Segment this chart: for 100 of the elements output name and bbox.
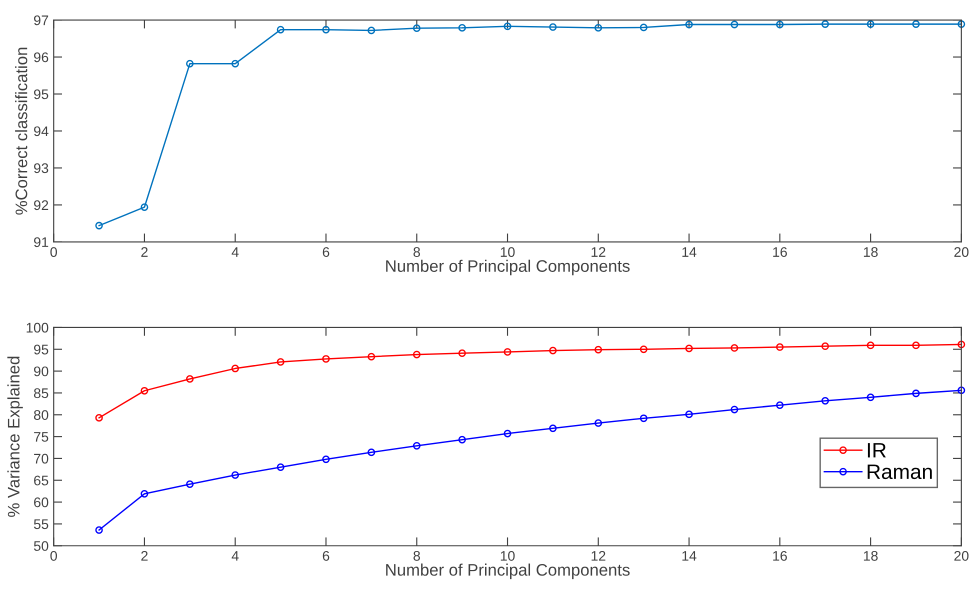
- point: [412, 24, 421, 32]
- y-tick-label: 65: [34, 476, 48, 486]
- y-tick-label: 100: [26, 322, 48, 333]
- x-tick-label: 20: [954, 550, 969, 561]
- point: [594, 24, 602, 32]
- legend-label: Raman: [868, 464, 932, 480]
- x-tick-label: 2: [141, 550, 148, 561]
- y-tick-label: 60: [34, 497, 48, 508]
- point: [504, 430, 512, 438]
- point: [140, 203, 148, 211]
- point: [140, 386, 148, 395]
- x-tick-label: 16: [773, 550, 787, 561]
- x-tick-label: 16: [773, 247, 787, 257]
- x-tick-label: 6: [322, 550, 330, 561]
- x-tick-label: 10: [500, 247, 515, 257]
- x-tick-label: 8: [413, 550, 420, 561]
- legend-label: IR: [868, 443, 886, 458]
- point: [140, 490, 148, 498]
- point: [186, 60, 194, 68]
- point: [276, 358, 284, 366]
- y-tick-label: 85: [34, 388, 48, 398]
- point: [640, 345, 648, 354]
- x-tick-label: 10: [500, 550, 515, 561]
- y-tick-label: 93: [34, 163, 48, 174]
- y-tick-label: 75: [34, 432, 48, 442]
- x-tick-label: 4: [232, 551, 239, 561]
- y-tick-label: 95: [34, 344, 48, 354]
- point: [594, 419, 602, 427]
- point: [412, 442, 421, 450]
- x-tick-label: 6: [322, 247, 330, 257]
- point: [912, 390, 920, 398]
- point: [776, 401, 784, 409]
- point: [730, 344, 738, 352]
- y-tick-label: 97: [34, 15, 48, 26]
- point: [231, 364, 240, 372]
- x-tick-label: 12: [592, 550, 606, 561]
- point: [368, 352, 376, 361]
- point: [866, 393, 874, 402]
- point: [276, 26, 284, 34]
- point: [95, 222, 103, 230]
- y-tick-label: 80: [34, 410, 48, 420]
- point: [866, 342, 874, 350]
- point: [640, 24, 648, 32]
- point: [685, 344, 693, 352]
- point: [231, 60, 240, 68]
- x-tick-label: 14: [682, 247, 696, 257]
- x-tick-label: 14: [682, 551, 696, 561]
- x-tick-label: 0: [50, 247, 57, 257]
- point: [322, 26, 330, 34]
- y-tick-label: 50: [34, 541, 48, 551]
- point: [685, 20, 693, 28]
- point: [276, 463, 284, 471]
- y-tick-label: 92: [34, 200, 48, 210]
- point: [958, 386, 966, 394]
- x-tick-label: 2: [141, 247, 148, 257]
- point: [368, 26, 376, 34]
- point: [412, 350, 421, 358]
- point: [821, 20, 830, 28]
- point: [458, 349, 466, 358]
- point: [958, 340, 966, 348]
- y-tick-label: 91: [34, 237, 48, 248]
- point: [821, 396, 830, 405]
- point: [322, 355, 330, 363]
- y-axis-title: % Variance Explained: [7, 356, 23, 517]
- x-tick-label: 18: [864, 550, 878, 561]
- point: [549, 23, 557, 31]
- point: [504, 348, 512, 356]
- point: [912, 342, 920, 350]
- x-tick-label: 0: [50, 550, 57, 561]
- point: [549, 424, 557, 432]
- point: [458, 24, 466, 32]
- y-tick-label: 70: [34, 454, 48, 464]
- point: [776, 20, 784, 28]
- point: [95, 526, 103, 534]
- x-tick-label: 20: [954, 247, 969, 257]
- x-tick-label: 4: [232, 247, 239, 257]
- point: [685, 410, 693, 418]
- x-tick-label: 8: [413, 247, 420, 257]
- point: [594, 346, 602, 354]
- point: [368, 448, 376, 456]
- y-axis-title: %Correct classification: [15, 48, 28, 215]
- y-tick-label: 90: [34, 366, 48, 376]
- x-tick-label: 12: [592, 247, 606, 257]
- y-tick-label: 94: [34, 126, 48, 136]
- point: [912, 20, 920, 28]
- point: [821, 342, 830, 350]
- point: [322, 455, 330, 464]
- point: [549, 346, 557, 354]
- point: [186, 375, 194, 383]
- x-axis-title: Number of Principal Components: [386, 260, 630, 276]
- y-tick-label: 95: [34, 89, 48, 100]
- y-tick-label: 55: [34, 519, 48, 530]
- point: [504, 22, 512, 30]
- y-tick-label: 96: [34, 52, 48, 62]
- point: [776, 343, 784, 351]
- point: [730, 406, 738, 414]
- point: [458, 436, 466, 444]
- point: [231, 471, 240, 479]
- point: [95, 414, 103, 422]
- point: [186, 480, 194, 488]
